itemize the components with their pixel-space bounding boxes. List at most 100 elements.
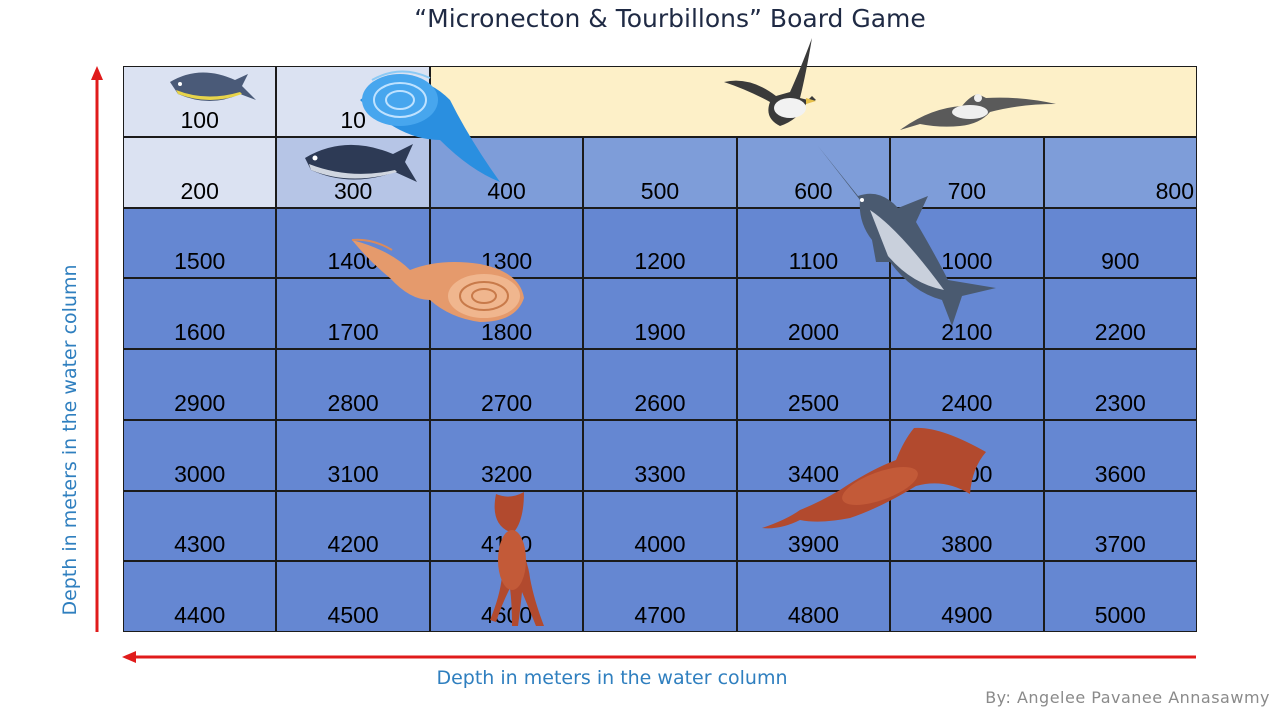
cell-value: 700 — [947, 177, 987, 204]
cell-value: 4700 — [634, 602, 686, 628]
board-cell[interactable]: 3100 — [276, 419, 430, 491]
squid-icon[interactable] — [490, 492, 544, 626]
board-cell[interactable]: 2900 — [123, 349, 277, 420]
board-cell[interactable]: 3000 — [123, 419, 277, 491]
cell-value: 1500 — [174, 248, 226, 275]
board-cell[interactable]: 3900 — [736, 490, 891, 562]
board-row: 2900 2800 2700 2600 2500 2400 2300 — [123, 349, 1197, 420]
board-cell[interactable]: 2500 — [736, 349, 891, 420]
board-cell[interactable]: 4700 — [583, 561, 737, 632]
horizontal-axis-label: Depth in meters in the water column — [436, 667, 788, 689]
cell-value: 10 — [340, 106, 366, 133]
board-cell[interactable]: 2300 — [1043, 349, 1197, 420]
board-cell[interactable]: 2400 — [890, 349, 1044, 420]
game-board: 100 10 200 300 400 500 600 700 800 1500 … — [123, 66, 1197, 632]
cell-value: 4000 — [634, 531, 686, 558]
cell-value: 4600 — [480, 602, 533, 628]
cell-value: 4900 — [941, 602, 993, 628]
cell-value: 1200 — [634, 248, 686, 275]
cell-value: 1900 — [634, 319, 686, 345]
seabird-icon[interactable] — [724, 38, 816, 126]
cell-value: 1600 — [174, 319, 226, 345]
board-cell[interactable]: 3300 — [583, 419, 737, 491]
board-cell[interactable]: 1500 — [123, 207, 277, 279]
board-cell[interactable]: 2200 — [1043, 278, 1197, 349]
author-credit: By: Angelee Pavanee Annasawmy — [985, 688, 1270, 707]
board-cell[interactable]: 5000 — [1043, 561, 1197, 632]
board-cell[interactable]: 500 — [583, 136, 737, 208]
board-cell[interactable]: 4800 — [736, 561, 891, 632]
cell-value: 3400 — [787, 460, 839, 487]
cell-value: 1800 — [480, 319, 533, 345]
cell-value: 3600 — [1094, 460, 1146, 487]
board-row: 4300 4200 4100 4000 3900 3800 3700 — [123, 490, 1197, 562]
swordfish-icon[interactable] — [818, 146, 996, 326]
cell-value: 900 — [1101, 248, 1140, 275]
board-cell[interactable]: 1900 — [583, 278, 737, 349]
cell-value: 4800 — [787, 602, 839, 628]
cell-value: 1100 — [788, 248, 839, 275]
tuna-icon[interactable] — [305, 144, 417, 182]
cell-value: 1700 — [327, 319, 379, 345]
cell-value: 2500 — [787, 389, 839, 416]
cell-value: 2600 — [634, 389, 686, 416]
eddy-icon[interactable] — [360, 70, 500, 182]
cell-value: 100 — [180, 106, 219, 133]
cell-value: 2800 — [327, 389, 379, 416]
cell-value: 2900 — [174, 389, 226, 416]
horizontal-arrow — [122, 651, 1196, 663]
board-cell[interactable]: 3700 — [1043, 490, 1197, 562]
cell-value: 2200 — [1094, 319, 1146, 345]
shrimp-icon[interactable] — [351, 238, 524, 322]
board-cell[interactable]: 4500 — [276, 561, 430, 632]
board-cell[interactable]: 2000 — [736, 278, 891, 349]
board-cell[interactable]: 4200 — [276, 490, 430, 562]
squid-icon[interactable] — [762, 427, 986, 529]
board-cell[interactable]: 1600 — [123, 278, 277, 349]
cell-value: 2000 — [787, 319, 839, 345]
cell-value: 1000 — [941, 248, 993, 275]
board-cell[interactable]: 4900 — [890, 561, 1044, 632]
cell-value: 2400 — [941, 389, 993, 416]
board-cell[interactable]: 800 — [1043, 136, 1197, 208]
board-row: 3000 3100 3200 3300 3400 3500 3600 — [123, 419, 1197, 491]
cell-value: 4300 — [174, 531, 226, 558]
seagull-icon[interactable] — [900, 94, 1056, 130]
cell-value: 2700 — [480, 389, 533, 416]
board-cell[interactable]: 2700 — [429, 349, 584, 420]
cell-value: 3700 — [1094, 531, 1146, 558]
cell-value: 3800 — [941, 531, 993, 558]
board-cell[interactable]: 3600 — [1043, 419, 1197, 491]
page-title: “Micronecton & Tourbillons” Board Game — [414, 4, 926, 33]
board-cell[interactable]: 1200 — [583, 207, 737, 279]
cell-value: 800 — [1155, 177, 1194, 204]
cell-value: 3200 — [480, 460, 533, 487]
vertical-arrow — [91, 66, 103, 632]
board-cell[interactable]: 3200 — [429, 419, 584, 491]
board-cell[interactable]: 2800 — [276, 349, 430, 420]
cell-value: 3000 — [174, 460, 226, 487]
cell-value: 500 — [640, 177, 680, 204]
board-cell[interactable]: 200 — [123, 136, 277, 208]
board-cell[interactable]: 3800 — [890, 490, 1044, 562]
cell-value: 4400 — [174, 602, 226, 628]
cell-value: 400 — [487, 177, 526, 204]
cell-value: 3900 — [787, 531, 839, 558]
cell-value: 600 — [794, 177, 833, 204]
board-cell[interactable]: 2600 — [583, 349, 737, 420]
cell-value: 3300 — [634, 460, 686, 487]
cell-value: 3100 — [327, 460, 379, 487]
board-cell[interactable]: 4300 — [123, 490, 277, 562]
cell-value: 4200 — [327, 531, 379, 558]
board-cell[interactable]: 700 — [890, 136, 1044, 208]
board-cell[interactable]: 900 — [1043, 207, 1197, 279]
board-cell[interactable]: 1700 — [276, 278, 430, 349]
cell-value: 2300 — [1094, 389, 1146, 416]
board-cell[interactable]: 4000 — [583, 490, 737, 562]
board-cell[interactable]: 4400 — [123, 561, 277, 632]
tuna-icon[interactable] — [170, 72, 256, 101]
cell-value: 200 — [180, 177, 219, 204]
vertical-axis-label: Depth in meters in the water column — [59, 264, 81, 616]
cell-value: 4500 — [327, 602, 379, 628]
